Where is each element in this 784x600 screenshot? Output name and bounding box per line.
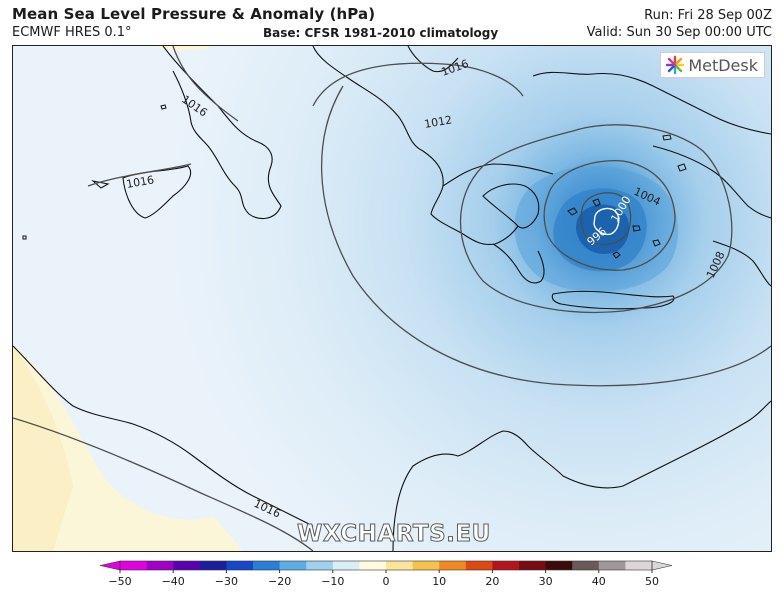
colorbar: −50 −40 −30 −20 −10 0 10 20 30 40 50	[99, 560, 673, 588]
colorbar-tick-label: 50	[645, 575, 659, 588]
isobar-1016-italy	[172, 46, 239, 122]
isobar-1004	[543, 160, 676, 271]
colorbar-cell	[332, 561, 360, 570]
positive-anomaly-west	[13, 346, 243, 551]
colorbar-tick-label: −40	[162, 575, 185, 588]
colorbar-cell	[146, 561, 174, 570]
model-label: ECMWF HRES 0.1°	[12, 25, 132, 40]
isobar-label-1016-sicily: 1016	[125, 173, 155, 191]
colorbar-cell	[173, 561, 201, 570]
colorbar-cell	[226, 561, 254, 570]
colorbar-cell	[545, 561, 573, 570]
map-panel: 1016 1016 1016 1016 1012 1008 1004 1000 …	[12, 45, 772, 552]
positive-anomaly-west-inner	[13, 346, 73, 551]
colorbar-cell	[439, 561, 467, 570]
colorbar-cell	[598, 561, 626, 570]
colorbar-cells	[99, 560, 673, 571]
colorbar-tick-label: 40	[592, 575, 606, 588]
colorbar-cell	[279, 561, 307, 570]
colorbar-cell	[572, 561, 600, 570]
colorbar-tick-label: 20	[485, 575, 499, 588]
isobar-1000	[580, 192, 632, 246]
colorbar-tick-label: 10	[432, 575, 446, 588]
colorbar-cell	[386, 561, 414, 570]
isobar-label-1012: 1012	[423, 113, 453, 131]
run-label: Run: Fri 28 Sep 00Z	[644, 8, 772, 23]
watermark: WXCHARTS.EU	[297, 521, 491, 548]
isobar-1016-south	[13, 417, 314, 551]
colorbar-cell	[306, 561, 334, 570]
colorbar-cell	[359, 561, 387, 570]
colorbar-ticks: −50 −40 −30 −20 −10 0 10 20 30 40 50	[108, 570, 659, 588]
colorbar-tick-label: −30	[215, 575, 238, 588]
colorbar-extend-low	[99, 560, 121, 571]
positive-anomaly-north	[153, 46, 213, 51]
isobars	[13, 46, 771, 551]
colorbar-tick-label: −20	[268, 575, 291, 588]
metdesk-logo: MetDesk	[660, 52, 765, 78]
colorbar-cell	[519, 561, 547, 570]
colorbar-cell	[625, 561, 653, 570]
islands	[22, 104, 687, 259]
colorbar-tick-label: −50	[108, 575, 131, 588]
metdesk-star-icon	[666, 55, 685, 75]
metdesk-logo-text: MetDesk	[688, 55, 758, 75]
isobar-1016-sicily	[87, 163, 192, 187]
isobar-996	[593, 207, 620, 236]
map-canvas: 1016 1016 1016 1016 1012 1008 1004 1000 …	[13, 46, 771, 551]
chart-title: Mean Sea Level Pressure & Anomaly (hPa)	[12, 5, 376, 23]
colorbar-tick-label: 30	[539, 575, 553, 588]
base-label: Base: CFSR 1981-2010 climatology	[263, 26, 499, 40]
isobar-1008	[459, 124, 733, 314]
colorbar-tick-label: −10	[321, 575, 344, 588]
isobar-1012	[320, 85, 771, 387]
colorbar-cell	[492, 561, 520, 570]
isobar-1016-north	[312, 62, 524, 107]
coastlines	[13, 46, 771, 551]
colorbar-extend-high	[651, 560, 673, 571]
colorbar-cell	[199, 561, 227, 570]
colorbar-cell	[465, 561, 493, 570]
colorbar-tick-label: 0	[383, 575, 390, 588]
anomaly-core	[13, 46, 771, 551]
colorbar-cell	[412, 561, 440, 570]
colorbar-cell	[120, 561, 148, 570]
colorbar-cell	[253, 561, 281, 570]
valid-label: Valid: Sun 30 Sep 00:00 UTC	[586, 25, 772, 40]
